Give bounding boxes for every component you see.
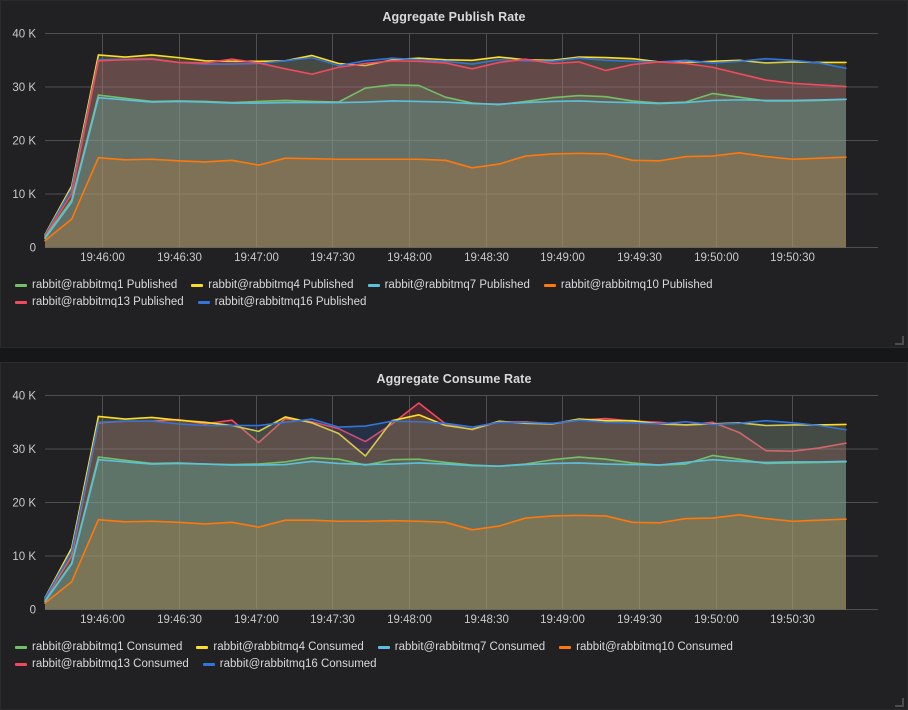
panel-resize-handle-publish[interactable] — [895, 336, 904, 345]
svg-text:19:46:30: 19:46:30 — [157, 252, 202, 264]
svg-text:40 K: 40 K — [12, 391, 36, 403]
svg-text:19:48:00: 19:48:00 — [387, 614, 432, 626]
panel-aggregate-publish-rate: Aggregate Publish Rate 0 10 K 20 K 30 K 40 K… — [0, 0, 908, 348]
legend-item[interactable]: rabbit@rabbitmq7 Published — [367, 279, 530, 292]
legend-item[interactable]: rabbit@rabbitmq16 Consumed — [202, 658, 377, 671]
legend-item[interactable]: rabbit@rabbitmq1 Consumed — [15, 641, 182, 654]
svg-text:30 K: 30 K — [12, 444, 36, 456]
legend-color-swatch — [15, 663, 27, 666]
svg-text:19:49:00: 19:49:00 — [540, 252, 585, 264]
plot-area-consume[interactable]: 0 10 K 20 K 30 K 40 K 19:46:00 19:46:30 19:47:0… — [1, 387, 907, 637]
legend-item[interactable]: rabbit@rabbitmq1 Published — [15, 279, 177, 292]
legend-color-swatch — [15, 301, 27, 304]
legend-item[interactable]: rabbit@rabbitmq13 Consumed — [15, 658, 189, 671]
svg-text:19:47:00: 19:47:00 — [234, 252, 279, 264]
legend-item-label: rabbit@rabbitmq13 Consumed — [32, 658, 189, 670]
svg-text:19:47:30: 19:47:30 — [310, 614, 355, 626]
legend-item[interactable]: rabbit@rabbitmq13 Published — [15, 296, 184, 309]
legend-item-label: rabbit@rabbitmq1 Published — [32, 279, 178, 291]
legend-color-swatch — [202, 663, 215, 666]
svg-text:19:47:00: 19:47:00 — [234, 614, 279, 626]
legend-item-label: rabbit@rabbitmq7 Published — [384, 279, 530, 291]
svg-text:19:48:30: 19:48:30 — [464, 614, 509, 626]
legend-color-swatch — [197, 301, 210, 304]
svg-text:19:50:30: 19:50:30 — [770, 252, 815, 264]
legend-color-swatch — [191, 284, 204, 287]
panel-gap — [0, 348, 908, 362]
plot-area-publish[interactable]: 0 10 K 20 K 30 K 40 K 19:46:00 19:46:30 19:47:0… — [1, 25, 907, 275]
svg-text:30 K: 30 K — [12, 82, 36, 94]
svg-text:19:48:00: 19:48:00 — [387, 252, 432, 264]
svg-text:19:48:30: 19:48:30 — [464, 252, 509, 264]
legend-item[interactable]: rabbit@rabbitmq4 Consumed — [196, 641, 364, 654]
svg-text:19:50:00: 19:50:00 — [694, 252, 739, 264]
legend-color-swatch — [15, 646, 27, 649]
legend-color-swatch — [367, 284, 380, 287]
svg-text:0: 0 — [30, 605, 36, 617]
legend-publish: rabbit@rabbitmq1 Published rabbit@rabbitm… — [1, 275, 907, 313]
legend-item-label: rabbit@rabbitmq4 Published — [208, 279, 354, 291]
legend-item[interactable]: rabbit@rabbitmq10 Published — [543, 279, 713, 292]
legend-item-label: rabbit@rabbitmq7 Consumed — [394, 641, 546, 653]
svg-text:19:46:00: 19:46:00 — [80, 614, 125, 626]
chart-svg-publish: 0 10 K 20 K 30 K 40 K 19:46:00 19:46:30 19:47:0… — [12, 29, 878, 264]
panel-resize-handle-consume[interactable] — [895, 698, 904, 707]
legend-color-swatch — [15, 284, 27, 287]
legend-item[interactable]: rabbit@rabbitmq10 Consumed — [559, 641, 733, 654]
legend-item-label: rabbit@rabbitmq10 Consumed — [576, 641, 733, 653]
legend-item-label: rabbit@rabbitmq4 Consumed — [213, 641, 364, 653]
svg-text:0: 0 — [30, 243, 36, 255]
panel-title-publish[interactable]: Aggregate Publish Rate — [382, 10, 526, 24]
svg-text:19:50:00: 19:50:00 — [694, 614, 739, 626]
svg-text:19:50:30: 19:50:30 — [770, 614, 815, 626]
legend-item-label: rabbit@rabbitmq13 Published — [32, 296, 184, 308]
svg-text:19:49:30: 19:49:30 — [617, 252, 662, 264]
legend-item-label: rabbit@rabbitmq16 Consumed — [219, 658, 377, 670]
legend-item-label: rabbit@rabbitmq1 Consumed — [32, 641, 183, 653]
svg-text:10 K: 10 K — [12, 189, 36, 201]
svg-text:20 K: 20 K — [12, 136, 36, 148]
chart-svg-consume: 0 10 K 20 K 30 K 40 K 19:46:00 19:46:30 19:47:0… — [12, 391, 878, 626]
legend-item-label: rabbit@rabbitmq16 Published — [214, 296, 367, 308]
svg-text:20 K: 20 K — [12, 498, 36, 510]
legend-item[interactable]: rabbit@rabbitmq16 Published — [197, 296, 367, 309]
legend-consume: rabbit@rabbitmq1 Consumed rabbit@rabbitmq… — [1, 637, 907, 675]
svg-text:19:47:30: 19:47:30 — [310, 252, 355, 264]
legend-color-swatch — [196, 646, 209, 649]
svg-text:10 K: 10 K — [12, 551, 36, 563]
legend-item[interactable]: rabbit@rabbitmq4 Published — [191, 279, 354, 292]
svg-text:19:46:30: 19:46:30 — [157, 614, 202, 626]
svg-text:19:46:00: 19:46:00 — [80, 252, 125, 264]
legend-item[interactable]: rabbit@rabbitmq7 Consumed — [377, 641, 546, 654]
svg-text:19:49:30: 19:49:30 — [617, 614, 662, 626]
panel-aggregate-consume-rate: Aggregate Consume Rate 0 10 K 20 K 30 K 40 K… — [0, 362, 908, 710]
svg-text:19:49:00: 19:49:00 — [540, 614, 585, 626]
legend-color-swatch — [559, 646, 572, 649]
svg-text:40 K: 40 K — [12, 29, 36, 41]
panel-title-consume[interactable]: Aggregate Consume Rate — [376, 372, 532, 386]
legend-color-swatch — [377, 646, 390, 649]
legend-item-label: rabbit@rabbitmq10 Published — [560, 279, 713, 291]
legend-color-swatch — [543, 284, 556, 287]
